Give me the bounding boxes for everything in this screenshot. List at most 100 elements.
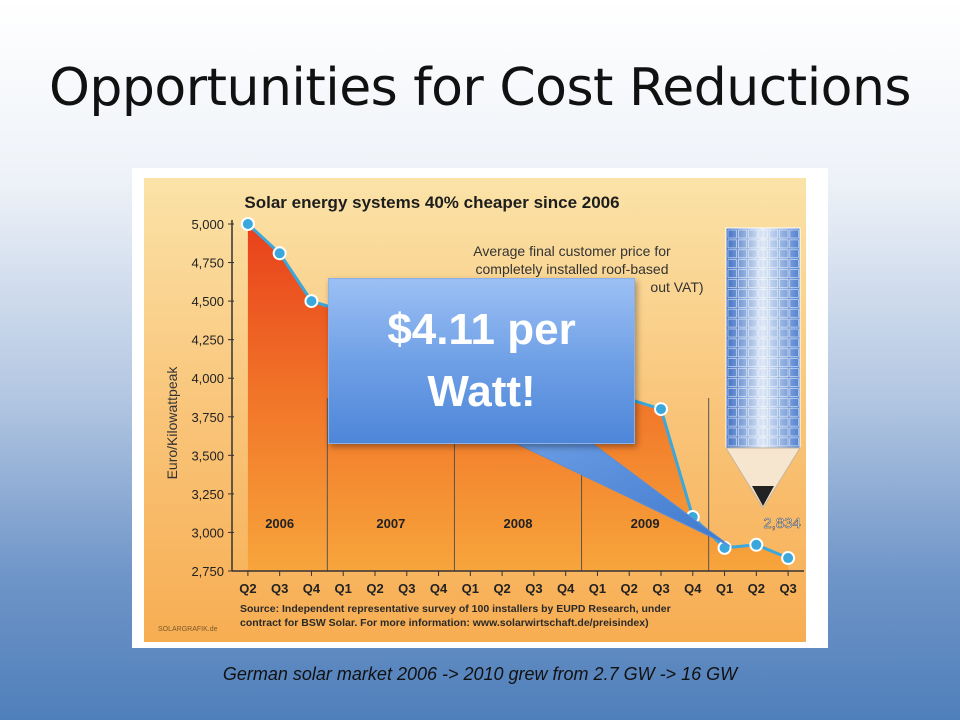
solar-cell <box>768 388 779 397</box>
x-tick-label: Q2 <box>748 581 765 596</box>
solar-cell <box>789 279 799 288</box>
solar-cell <box>768 279 779 288</box>
solar-cell <box>737 279 748 288</box>
solar-cell <box>748 348 758 358</box>
solar-cell <box>779 388 789 397</box>
solar-cell <box>727 417 737 427</box>
solar-cell <box>768 348 779 358</box>
solar-cell <box>758 269 768 278</box>
solar-cell <box>748 289 758 298</box>
year-label: 2009 <box>631 516 660 531</box>
solar-cell <box>779 398 789 407</box>
slide-title: Opportunities for Cost Reductions <box>48 58 912 118</box>
solar-cell <box>779 338 789 348</box>
solar-cell <box>768 289 779 298</box>
solar-cell <box>737 328 748 338</box>
solar-cell <box>758 348 768 358</box>
source-line-1: Source: Independent representative surve… <box>240 603 671 615</box>
y-tick-label: 4,000 <box>191 371 224 386</box>
solar-cell <box>737 299 748 308</box>
solar-cell <box>737 427 748 437</box>
solar-cell <box>779 308 789 318</box>
solar-cell <box>737 259 748 268</box>
solar-cell <box>748 328 758 338</box>
y-tick-label: 2,750 <box>191 564 224 579</box>
x-tick-label: Q1 <box>335 581 352 596</box>
solar-cell <box>779 269 789 278</box>
solar-cell <box>758 417 768 427</box>
solar-cell <box>748 338 758 348</box>
solar-cell <box>779 318 789 328</box>
solar-cell <box>789 358 799 367</box>
chart-credit: SOLARGRAFIK.de <box>158 626 218 633</box>
solar-cell <box>737 417 748 427</box>
solar-cell <box>768 417 779 427</box>
solar-cell <box>748 437 758 447</box>
x-tick-label: Q4 <box>684 581 702 596</box>
solar-cell <box>789 398 799 407</box>
solar-cell <box>737 229 748 239</box>
solar-cell <box>748 358 758 367</box>
solar-cell <box>779 289 789 298</box>
year-label: 2008 <box>504 516 533 531</box>
solar-cell <box>727 279 737 288</box>
year-label: 2007 <box>376 516 405 531</box>
solar-cell <box>789 289 799 298</box>
solar-cell <box>758 308 768 318</box>
solar-cell <box>758 338 768 348</box>
x-tick-label: Q3 <box>779 581 796 596</box>
y-tick-label: 4,250 <box>191 333 224 348</box>
solar-cell <box>748 318 758 328</box>
solar-cell <box>779 437 789 447</box>
x-tick-label: Q3 <box>525 581 542 596</box>
chart-subtitle-1: Average final customer price for <box>473 243 671 259</box>
data-point <box>685 510 700 525</box>
solar-cell <box>727 348 737 358</box>
solar-cell <box>789 239 799 249</box>
year-label: 2006 <box>265 516 294 531</box>
solar-cell <box>768 378 779 387</box>
solar-cell <box>727 358 737 367</box>
solar-cell <box>789 259 799 268</box>
solar-cell <box>768 358 779 367</box>
solar-cell <box>748 398 758 407</box>
solar-cell <box>789 378 799 387</box>
solar-cell <box>758 318 768 328</box>
chart-figure: 5,000 4,750 4,500 4,250 4,000 3,750 3,500 3,250… <box>132 168 828 648</box>
x-tick-label: Q3 <box>652 581 669 596</box>
y-tick-label: 4,500 <box>191 294 224 309</box>
solar-cell <box>768 249 779 259</box>
solar-cell <box>779 239 789 249</box>
solar-cell <box>737 318 748 328</box>
y-tick-label: 3,500 <box>191 448 224 463</box>
solar-cell <box>789 417 799 427</box>
x-tick-label: Q1 <box>589 581 606 596</box>
solar-cell <box>768 239 779 249</box>
solar-cell <box>768 407 779 417</box>
solar-cell <box>737 348 748 358</box>
solar-cell <box>748 249 758 259</box>
solar-cell <box>748 279 758 288</box>
solar-cell <box>789 348 799 358</box>
solar-cell <box>758 358 768 367</box>
solar-cell <box>727 269 737 278</box>
solar-cell <box>748 299 758 308</box>
data-point <box>717 540 732 555</box>
solar-cell <box>758 289 768 298</box>
solar-cell <box>789 427 799 437</box>
solar-cell <box>779 259 789 268</box>
solar-cell <box>768 269 779 278</box>
y-tick-label: 3,750 <box>191 410 224 425</box>
solar-cell <box>789 437 799 447</box>
solar-cell <box>768 308 779 318</box>
solar-cell <box>748 388 758 397</box>
solar-cell <box>737 308 748 318</box>
solar-cell <box>758 229 768 239</box>
solar-cell <box>768 318 779 328</box>
solar-cell <box>748 427 758 437</box>
solar-cell <box>758 378 768 387</box>
solar-cell <box>768 338 779 348</box>
solar-cell <box>758 368 768 377</box>
x-tick-label: Q4 <box>303 581 321 596</box>
solar-cell <box>789 229 799 239</box>
